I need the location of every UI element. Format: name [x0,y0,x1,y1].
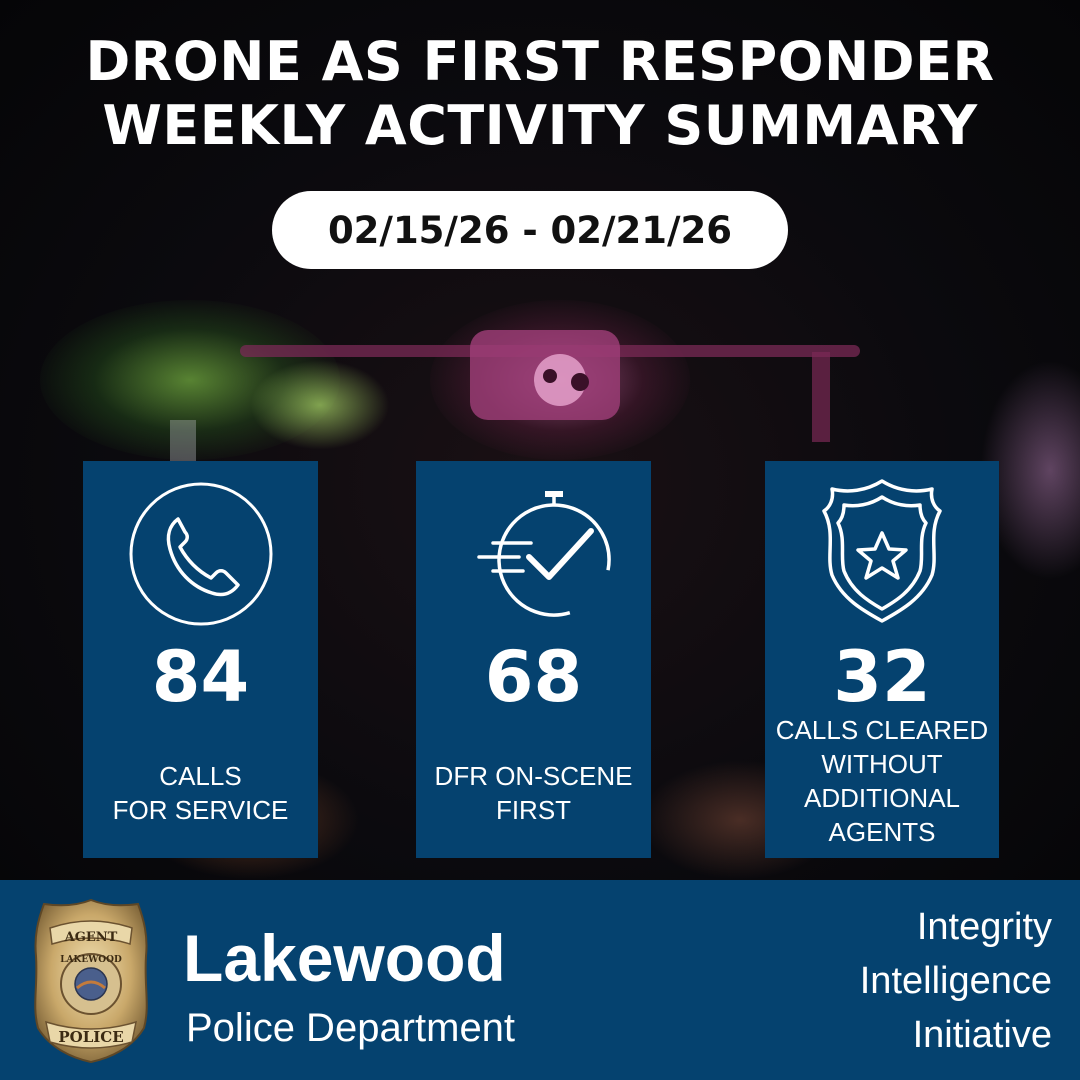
stat-value: 84 [151,636,250,718]
footer-bar: AGENT LAKEWOOD POLICE Lakewood Police De… [0,880,1080,1080]
stat-label: CALLS FOR SERVICE [83,759,318,827]
police-badge-logo: AGENT LAKEWOOD POLICE [28,896,154,1069]
badge-bottom-text: POLICE [58,1028,123,1046]
date-range-pill: 02/15/26 - 02/21/26 [272,191,788,269]
stat-card-calls-for-service: 84 CALLS FOR SERVICE [83,461,318,858]
stat-label-line: DFR ON-SCENE [434,761,633,791]
badge-city-text: LAKEWOOD [60,955,122,965]
core-value-item: Initiative [912,1014,1052,1056]
core-value-item: Integrity [916,906,1052,948]
stat-label-line: FOR SERVICE [112,795,289,825]
phone-icon [83,479,318,629]
core-values-list: Integrity Intelligence Initiative [860,900,1052,1062]
stat-value: 68 [484,636,583,718]
stat-label: DFR ON-SCENE FIRST [416,759,651,827]
brand-name: Lakewood [183,921,506,995]
stat-label-line: AGENTS [828,817,936,847]
department-name: Police Department [186,1006,516,1050]
stat-label: CALLS CLEARED WITHOUT ADDITIONAL AGENTS [765,713,999,849]
title-line-1: DRONE AS FIRST RESPONDER [85,30,995,93]
badge-top-text: AGENT [64,930,118,945]
stat-value: 32 [833,636,931,718]
page-title: DRONE AS FIRST RESPONDER WEEKLY ACTIVITY… [0,30,1080,158]
stat-label-line: CALLS [159,761,242,791]
stat-label-line: CALLS CLEARED [775,715,989,745]
title-line-2: WEEKLY ACTIVITY SUMMARY [102,94,978,157]
stat-card-calls-cleared: 32 CALLS CLEARED WITHOUT ADDITIONAL AGEN… [765,461,999,858]
stat-label-line: FIRST [495,795,572,825]
stat-label-line: WITHOUT [821,749,943,779]
stopwatch-check-icon [416,485,651,625]
stat-card-dfr-on-scene-first: 68 DFR ON-SCENE FIRST [416,461,651,858]
drone-silhouette [170,330,860,480]
core-value-item: Intelligence [859,960,1052,1002]
police-badge-star-icon [765,475,999,625]
stat-label-line: ADDITIONAL [803,783,961,813]
